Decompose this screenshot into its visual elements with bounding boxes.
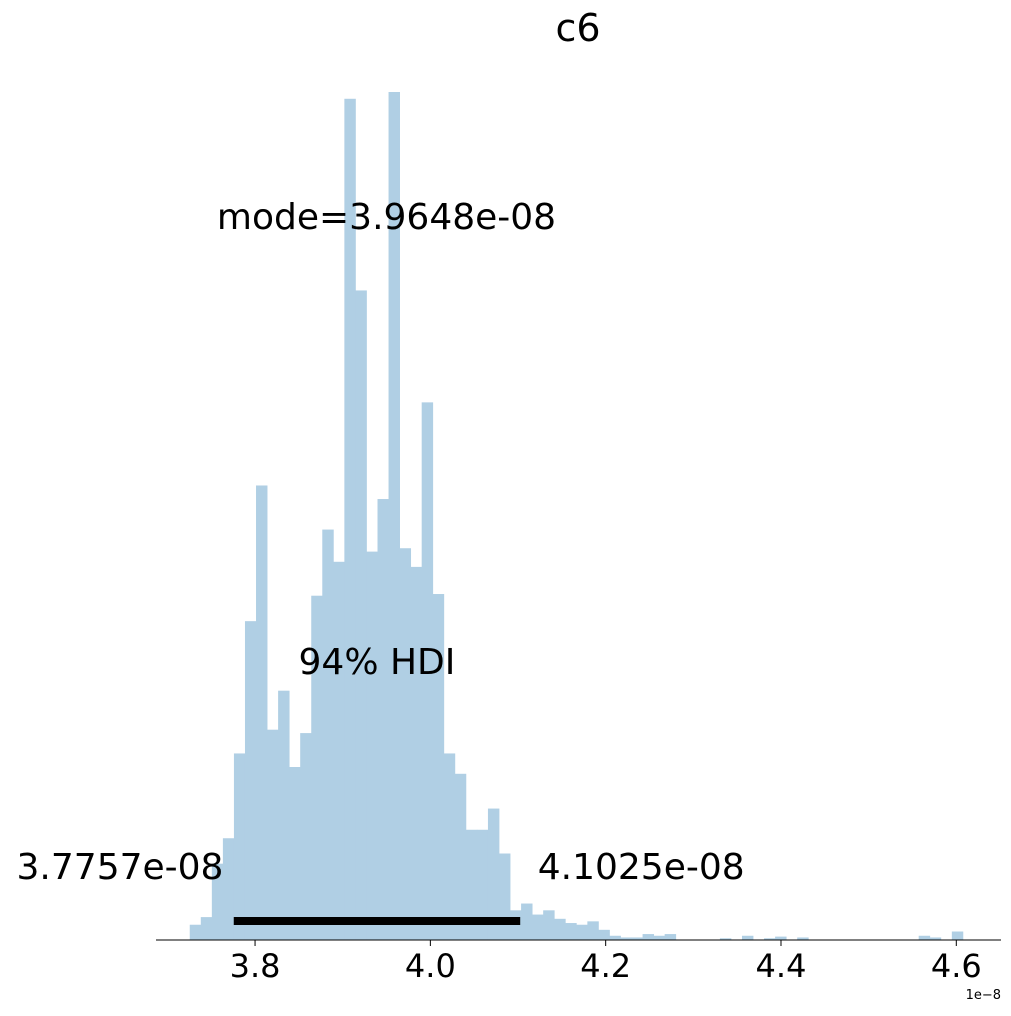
- x-axis-offset-label: 1e−8: [966, 988, 1001, 1003]
- histogram-bar: [499, 853, 511, 940]
- histogram-bar: [741, 935, 754, 940]
- hdi-low-label: 3.7757e-08: [17, 847, 224, 888]
- x-tick-label: 4.4: [756, 947, 807, 985]
- histogram-bar: [399, 548, 412, 940]
- histogram-bar: [576, 924, 588, 940]
- histogram-bar: [333, 561, 345, 940]
- histogram-bar: [256, 485, 268, 940]
- histogram-bar: [543, 910, 555, 940]
- x-tick-label: 4.2: [580, 947, 631, 985]
- histogram-bar: [267, 729, 279, 940]
- histogram-bar: [487, 808, 500, 940]
- histogram-bar: [664, 934, 677, 940]
- histogram-bar: [344, 98, 356, 940]
- histogram-bars: [189, 92, 964, 940]
- histogram-bar: [311, 595, 323, 940]
- x-tick-label: 4.6: [931, 947, 982, 985]
- histogram-bar: [200, 917, 213, 940]
- histogram-bar: [476, 829, 489, 940]
- histogram-bar: [189, 924, 202, 940]
- histogram-bar: [322, 529, 334, 940]
- histogram-bar: [918, 935, 931, 940]
- histogram-bar: [532, 914, 544, 940]
- histogram-bar: [587, 921, 599, 940]
- histogram-bar: [631, 937, 643, 940]
- histogram-bar: [377, 499, 389, 940]
- histogram-bar: [620, 937, 632, 940]
- histogram-bar: [421, 402, 434, 940]
- histogram-bar: [609, 935, 621, 940]
- histogram-bar: [598, 929, 610, 940]
- histogram-bar: [222, 838, 235, 940]
- histogram-bar: [443, 753, 456, 940]
- histogram-bar: [929, 937, 942, 940]
- x-axis-ticks: 3.8 4.0 4.2 4.4 4.6: [230, 940, 982, 985]
- histogram-bar: [565, 923, 577, 940]
- histogram-bar: [388, 92, 400, 940]
- histogram-bar: [951, 931, 964, 940]
- x-tick-label: 4.0: [405, 947, 456, 985]
- histogram-bar: [355, 290, 367, 940]
- histogram-bar: [465, 829, 478, 940]
- histogram-bar: [410, 566, 423, 940]
- x-tick-label: 3.8: [230, 947, 281, 985]
- hdi-high-label: 4.1025e-08: [538, 847, 745, 888]
- histogram-bar: [521, 903, 533, 940]
- histogram-bar: [289, 767, 301, 940]
- histogram-bar: [454, 773, 467, 940]
- histogram-bar: [244, 621, 257, 940]
- histogram-bar: [432, 594, 445, 940]
- hdi-label: 94% HDI: [299, 642, 456, 683]
- histogram-bar: [300, 733, 312, 940]
- histogram-bar: [233, 753, 246, 940]
- histogram-bar: [366, 551, 378, 940]
- histogram-bar: [764, 938, 776, 940]
- histogram-bar: [775, 936, 787, 940]
- mode-annotation: mode=3.9648e-08: [217, 197, 556, 238]
- histogram-bar: [797, 937, 809, 940]
- chart-title: c6: [555, 6, 600, 50]
- histogram-bar: [642, 934, 655, 940]
- histogram-bar: [554, 918, 566, 940]
- histogram-bar: [278, 690, 290, 940]
- histogram-bar: [510, 910, 522, 940]
- histogram-bar: [653, 935, 666, 940]
- histogram-bar: [211, 863, 224, 940]
- histogram-bar: [719, 938, 732, 940]
